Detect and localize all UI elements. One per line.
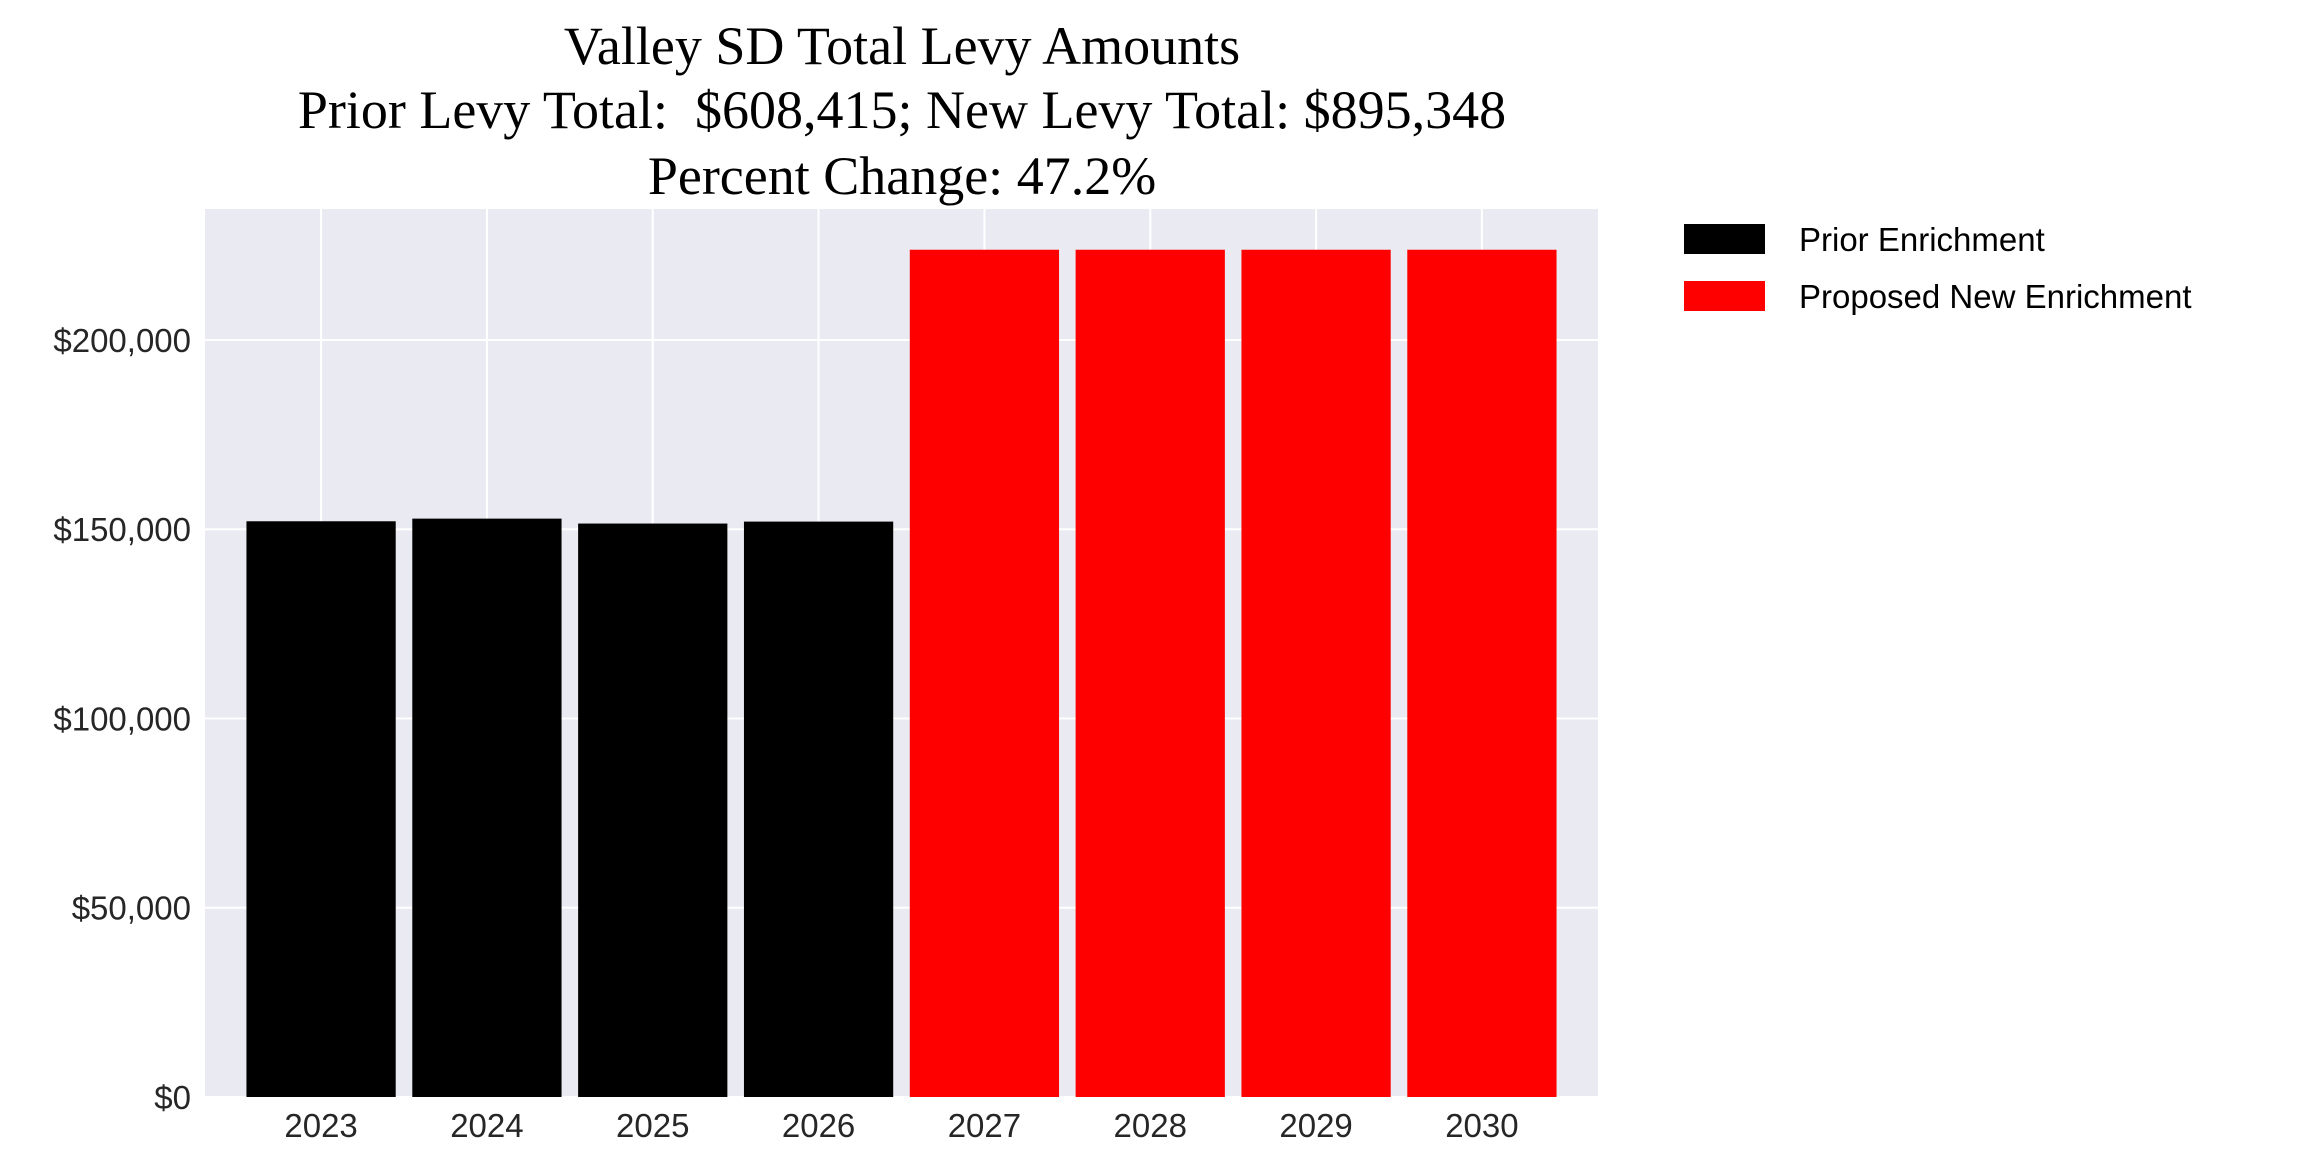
chart-title-line-3: Percent Change: 47.2%: [648, 146, 1156, 206]
x-tick-label: 2026: [782, 1107, 855, 1144]
y-tick-label: $100,000: [53, 700, 191, 737]
x-tick-label: 2029: [1279, 1107, 1352, 1144]
bar-2029: [1241, 249, 1391, 1097]
y-tick-label: $200,000: [53, 322, 191, 359]
legend-swatch-0: [1684, 224, 1765, 254]
legend-label-1: Proposed New Enrichment: [1799, 278, 2192, 315]
x-tick-label: 2025: [616, 1107, 689, 1144]
x-tick-label: 2024: [450, 1107, 523, 1144]
bar-2026: [743, 521, 894, 1097]
y-tick-label: $50,000: [72, 890, 191, 927]
bar-2030: [1407, 249, 1557, 1097]
x-tick-label: 2030: [1445, 1107, 1518, 1144]
chart-title-line-2: Prior Levy Total: $608,415; New Levy Tot…: [298, 80, 1506, 140]
bar-2023: [246, 521, 396, 1097]
x-tick-label: 2023: [284, 1107, 357, 1144]
y-tick-label: $0: [154, 1079, 191, 1116]
bar-2028: [1075, 249, 1225, 1097]
legend-swatch-1: [1684, 281, 1765, 311]
legend: Prior Enrichment Proposed New Enrichment: [1684, 221, 2192, 315]
bar-2025: [578, 523, 728, 1097]
bar-2024: [412, 518, 562, 1097]
x-tick-label: 2027: [948, 1107, 1021, 1144]
y-tick-label: $150,000: [53, 511, 191, 548]
chart-title-line-1: Valley SD Total Levy Amounts: [564, 16, 1240, 76]
bar-2027: [909, 249, 1060, 1097]
x-tick-label: 2028: [1114, 1107, 1187, 1144]
legend-label-0: Prior Enrichment: [1799, 221, 2045, 258]
